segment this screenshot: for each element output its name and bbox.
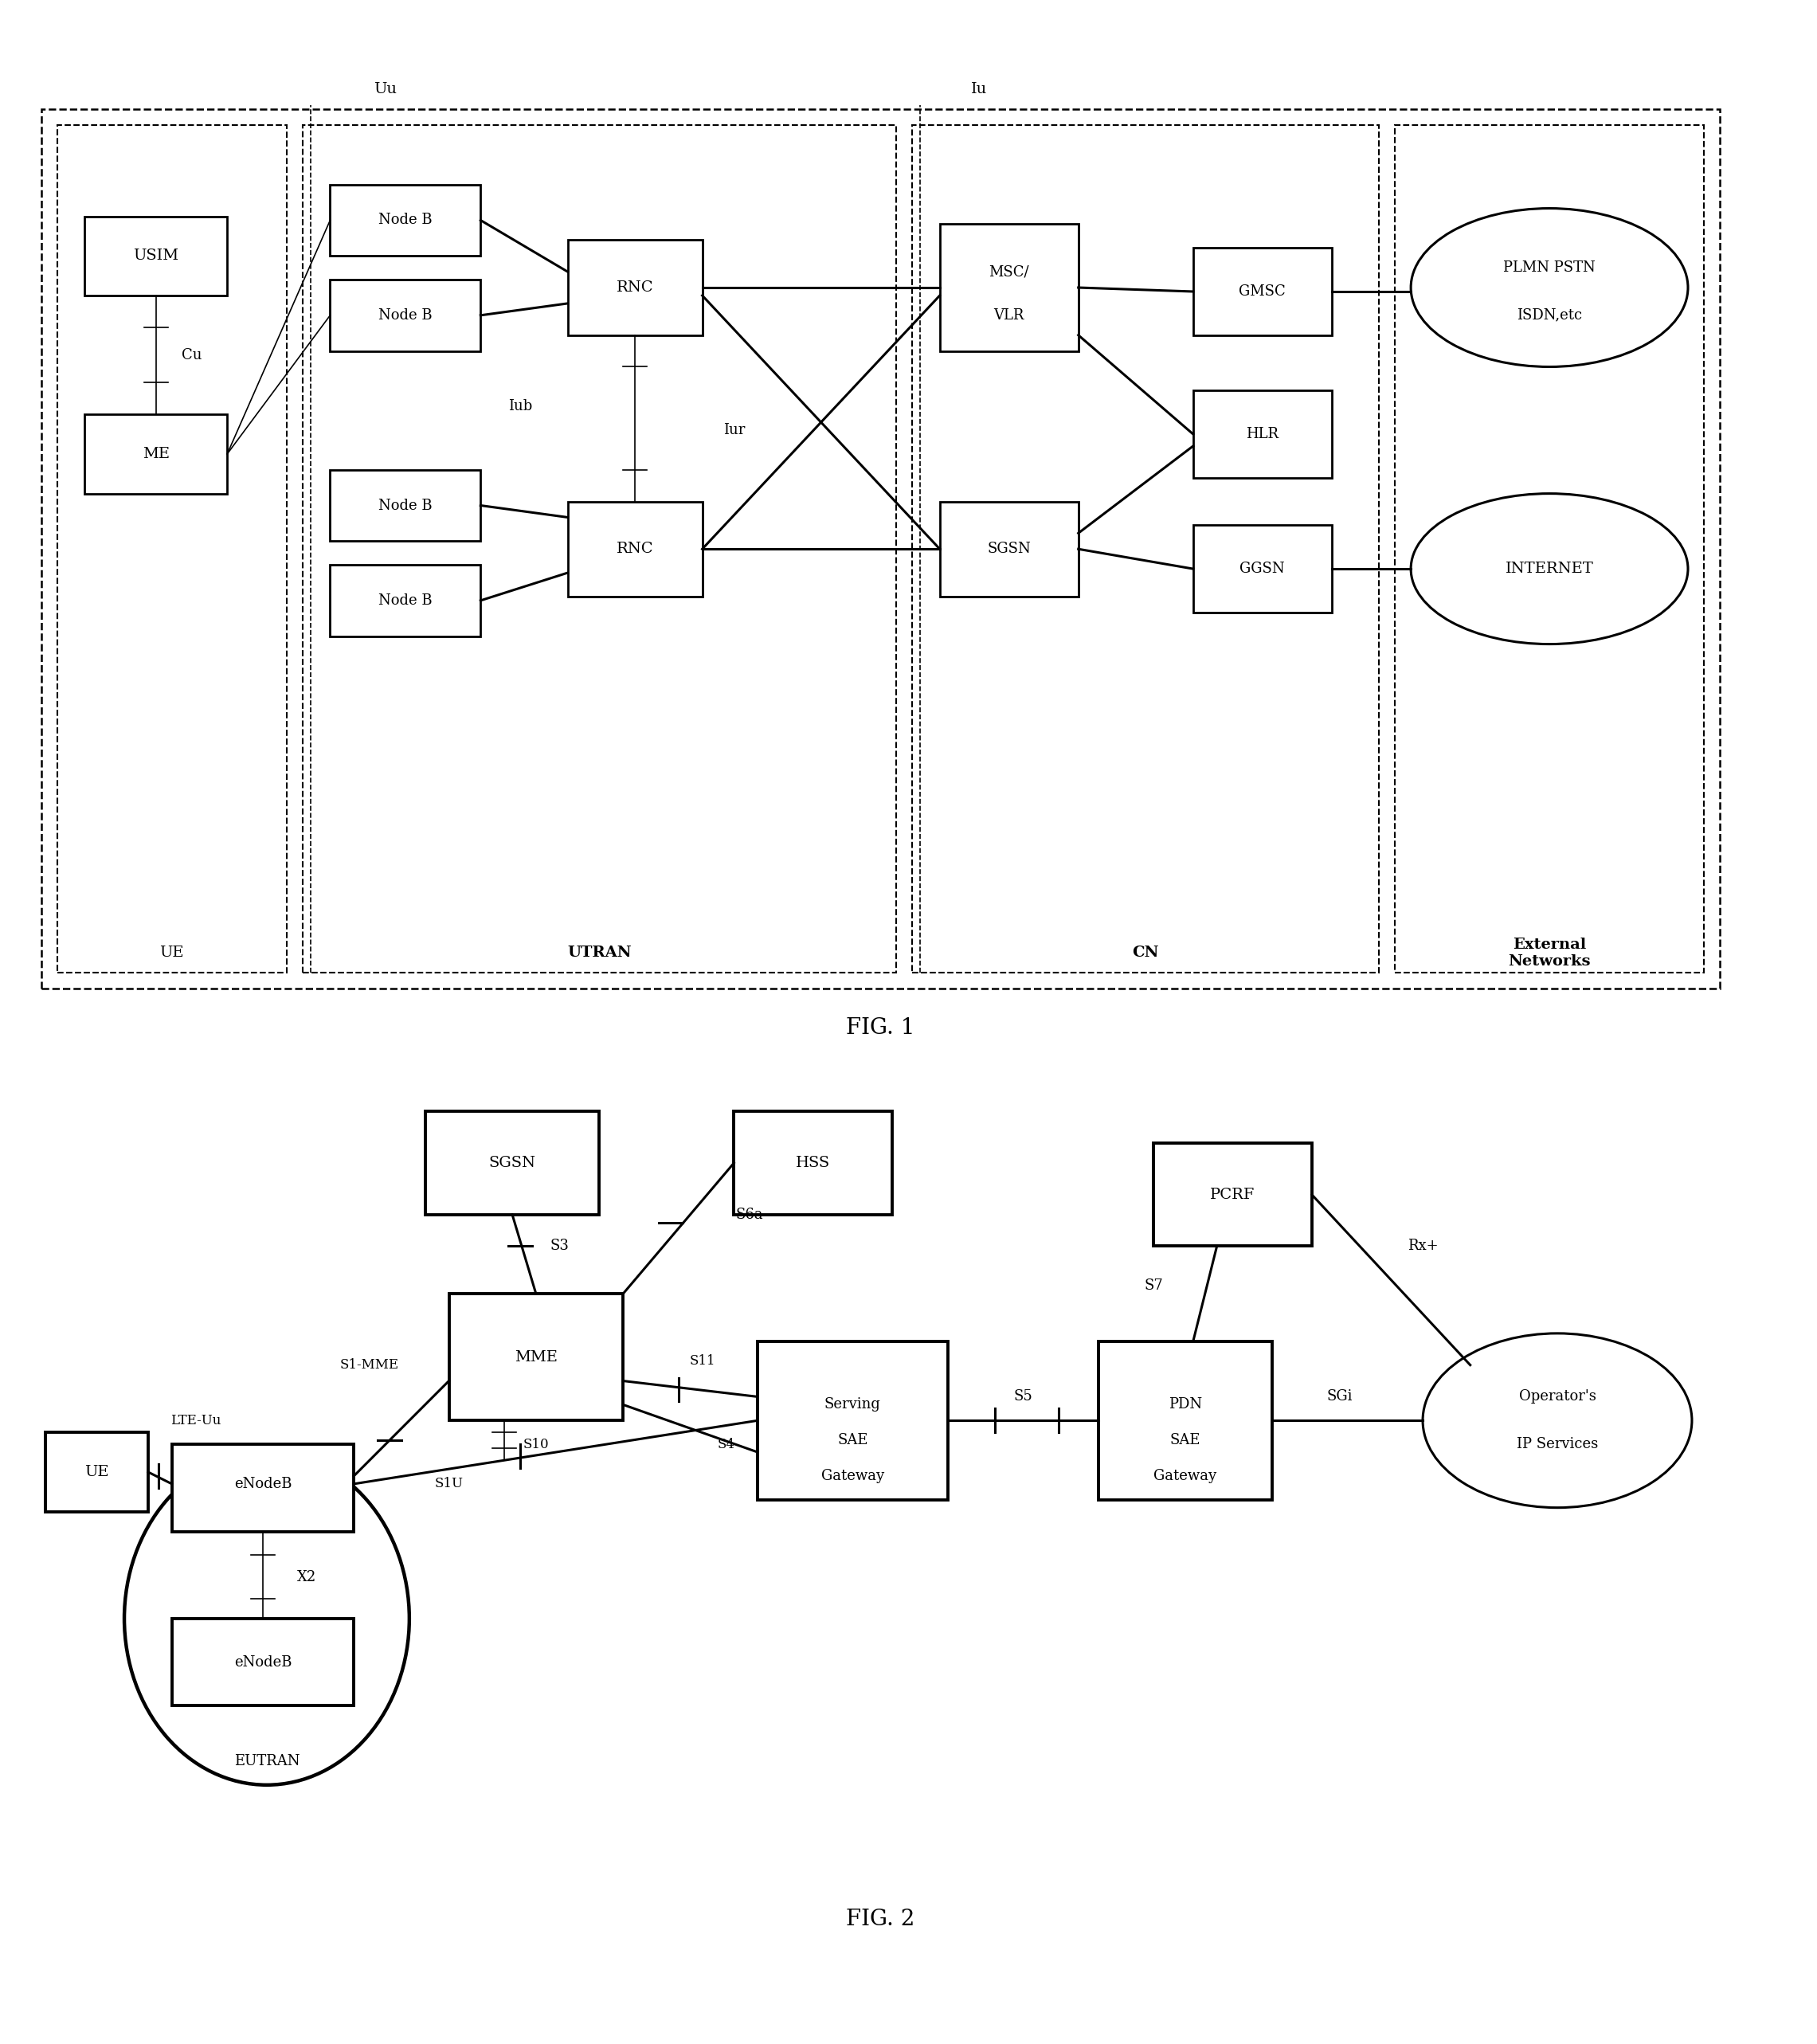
Text: SGi: SGi	[1326, 1390, 1352, 1404]
Text: UE: UE	[160, 946, 184, 961]
Text: CN: CN	[1132, 946, 1159, 961]
Bar	[939, 501, 1077, 597]
Text: Cu: Cu	[182, 347, 202, 362]
Text: S4: S4	[718, 1437, 734, 1451]
Text: PLMN PSTN: PLMN PSTN	[1503, 260, 1595, 276]
Ellipse shape	[1423, 1333, 1692, 1508]
Text: MME: MME	[514, 1349, 558, 1363]
Text: S5: S5	[1014, 1390, 1032, 1404]
Bar	[758, 1341, 948, 1500]
Text: Iub: Iub	[509, 399, 532, 413]
Ellipse shape	[124, 1451, 409, 1784]
Text: Uu: Uu	[374, 82, 398, 96]
Bar	[45, 1433, 147, 1513]
Text: HLR: HLR	[1246, 427, 1279, 442]
Text: S11: S11	[689, 1355, 716, 1367]
Bar	[85, 217, 227, 296]
Text: S3: S3	[551, 1239, 569, 1253]
Text: Node B: Node B	[378, 309, 432, 323]
Text: Rx+: Rx+	[1408, 1239, 1437, 1253]
Text: S10: S10	[523, 1437, 549, 1451]
Text: RNC: RNC	[616, 542, 654, 556]
Text: UTRAN: UTRAN	[567, 946, 632, 961]
Text: Node B: Node B	[378, 499, 432, 513]
Bar	[1194, 525, 1332, 613]
Text: Gateway: Gateway	[821, 1470, 885, 1484]
Bar	[56, 125, 287, 973]
Text: ME: ME	[142, 448, 169, 462]
Text: Operator's: Operator's	[1519, 1390, 1595, 1404]
Bar	[449, 1294, 623, 1421]
Ellipse shape	[1410, 493, 1688, 644]
Bar	[1194, 390, 1332, 478]
Bar	[42, 108, 1719, 989]
Text: GMSC: GMSC	[1239, 284, 1286, 298]
Bar	[567, 501, 701, 597]
Text: S6a: S6a	[736, 1208, 763, 1222]
Text: Node B: Node B	[378, 593, 432, 607]
Bar	[173, 1619, 354, 1707]
Text: INTERNET: INTERNET	[1504, 562, 1594, 576]
Text: UE: UE	[84, 1466, 109, 1480]
Text: FIG. 2: FIG. 2	[847, 1909, 914, 1930]
Bar	[331, 564, 480, 636]
Text: EUTRAN: EUTRAN	[234, 1754, 300, 1768]
Text: S1U: S1U	[434, 1478, 463, 1490]
Text: X2: X2	[296, 1570, 316, 1584]
Text: SAE: SAE	[1170, 1433, 1201, 1447]
Text: SGSN: SGSN	[489, 1155, 536, 1171]
Bar	[425, 1112, 600, 1214]
Text: MSC/: MSC/	[988, 264, 1028, 278]
Text: ISDN,etc: ISDN,etc	[1517, 309, 1583, 323]
Bar	[302, 125, 896, 973]
Text: IP Services: IP Services	[1517, 1437, 1597, 1451]
Ellipse shape	[1410, 208, 1688, 366]
Text: eNodeB: eNodeB	[234, 1476, 293, 1490]
Text: RNC: RNC	[616, 280, 654, 294]
Text: LTE-Uu: LTE-Uu	[171, 1414, 222, 1427]
Text: HSS: HSS	[796, 1155, 830, 1171]
Text: USIM: USIM	[133, 249, 178, 264]
Text: S7: S7	[1145, 1280, 1163, 1294]
Text: GGSN: GGSN	[1239, 562, 1285, 576]
Text: PCRF: PCRF	[1210, 1188, 1256, 1202]
Bar	[1154, 1143, 1312, 1247]
Text: FIG. 1: FIG. 1	[847, 1018, 914, 1038]
Bar	[567, 239, 701, 335]
Text: eNodeB: eNodeB	[234, 1656, 293, 1670]
Bar	[331, 280, 480, 352]
Bar	[1194, 247, 1332, 335]
Text: SAE: SAE	[838, 1433, 869, 1447]
Text: Iu: Iu	[972, 82, 987, 96]
Text: VLR: VLR	[994, 309, 1025, 323]
Text: Serving: Serving	[825, 1398, 881, 1412]
Bar	[912, 125, 1379, 973]
Text: Gateway: Gateway	[1154, 1470, 1217, 1484]
Bar	[331, 184, 480, 256]
Text: External
Networks: External Networks	[1508, 938, 1590, 969]
Bar	[173, 1445, 354, 1531]
Bar	[734, 1112, 892, 1214]
Bar	[939, 225, 1077, 352]
Bar	[85, 415, 227, 493]
Text: PDN: PDN	[1168, 1398, 1203, 1412]
Bar	[1395, 125, 1704, 973]
Text: Iur: Iur	[723, 423, 745, 437]
Bar	[1097, 1341, 1272, 1500]
Bar	[331, 470, 480, 542]
Text: SGSN: SGSN	[987, 542, 1030, 556]
Text: Node B: Node B	[378, 213, 432, 227]
Text: S1-MME: S1-MME	[340, 1359, 400, 1372]
